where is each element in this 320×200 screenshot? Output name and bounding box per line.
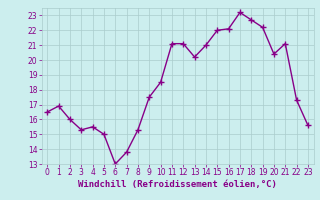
X-axis label: Windchill (Refroidissement éolien,°C): Windchill (Refroidissement éolien,°C): [78, 180, 277, 189]
